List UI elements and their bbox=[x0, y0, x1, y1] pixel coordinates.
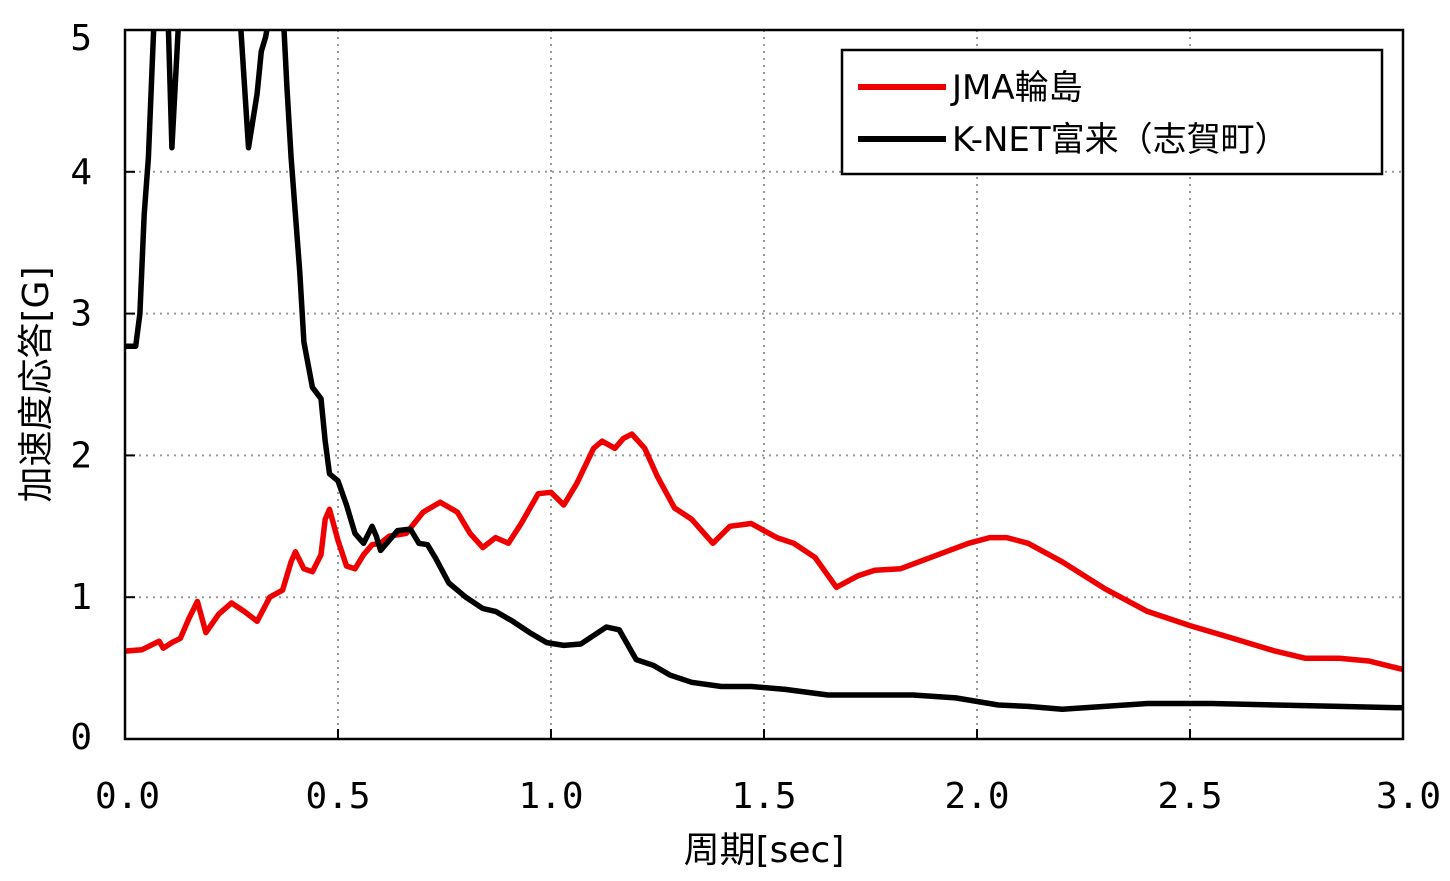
y-tick-label: 1 bbox=[70, 577, 92, 618]
legend-label-jma-wajima: JMA輪島 bbox=[950, 68, 1083, 108]
y-tick-label: 2 bbox=[70, 435, 92, 476]
x-tick-label: 1.5 bbox=[731, 776, 796, 817]
series-layer bbox=[125, 30, 1403, 712]
series-line-jma-wajima bbox=[125, 431, 1403, 673]
x-tick-label: 3.0 bbox=[1376, 776, 1441, 817]
x-axis-label: 周期[sec] bbox=[684, 830, 845, 871]
y-tick-label: 4 bbox=[70, 152, 92, 193]
y-tick-label: 5 bbox=[70, 18, 92, 59]
tick-layer: 0.0 0.5 1.0 1.5 2.0 2.5 3.0 0 1 2 3 4 5 bbox=[70, 18, 1441, 817]
x-tick-label: 0.5 bbox=[305, 776, 370, 817]
y-tick-label: 0 bbox=[70, 717, 92, 758]
legend: JMA輪島 K-NET富来（志賀町） bbox=[840, 48, 1384, 176]
x-tick-label: 1.0 bbox=[518, 776, 583, 817]
y-axis-label: 加速度応答[G] bbox=[16, 267, 57, 503]
y-tick-label: 3 bbox=[70, 294, 92, 335]
legend-label-knet-togi: K-NET富来（志賀町） bbox=[952, 120, 1289, 160]
x-tick-label: 2.5 bbox=[1157, 776, 1222, 817]
x-tick-label: 0.0 bbox=[95, 776, 160, 817]
x-tick-label: 2.0 bbox=[944, 776, 1009, 817]
series-line-knet-togi bbox=[125, 30, 1403, 712]
legend-box bbox=[840, 48, 1384, 176]
